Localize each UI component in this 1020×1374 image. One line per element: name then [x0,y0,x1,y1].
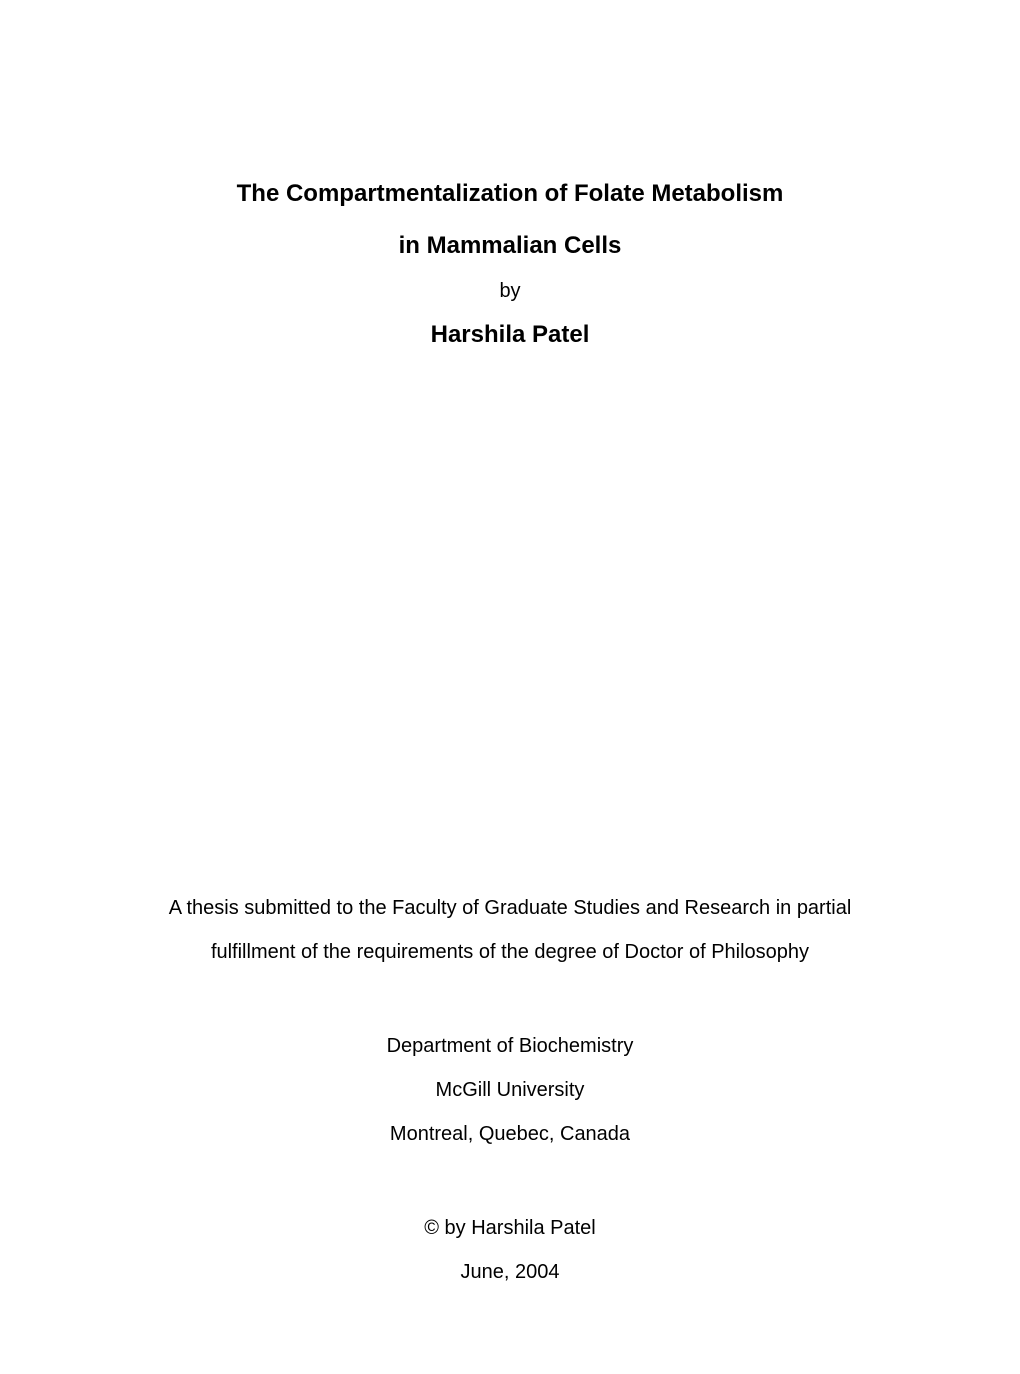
university: McGill University [387,1068,634,1112]
title-block: The Compartmentalization of Folate Metab… [120,180,900,349]
title-line-2: in Mammalian Cells [120,232,900,260]
description-line-1: A thesis submitted to the Faculty of Gra… [120,886,900,930]
copyright-line: © by Harshila Patel [424,1206,595,1250]
thesis-title-page: The Compartmentalization of Folate Metab… [0,0,1020,1374]
location: Montreal, Quebec, Canada [387,1112,634,1156]
affiliation-block: Department of Biochemistry McGill Univer… [387,1024,634,1156]
thesis-description: A thesis submitted to the Faculty of Gra… [120,886,900,974]
copyright-block: © by Harshila Patel June, 2004 [424,1206,595,1294]
author-name: Harshila Patel [120,321,900,349]
copyright-date: June, 2004 [424,1250,595,1294]
by-label: by [120,280,900,303]
description-line-2: fulfillment of the requirements of the d… [120,930,900,974]
title-line-1: The Compartmentalization of Folate Metab… [120,180,900,208]
department: Department of Biochemistry [387,1024,634,1068]
